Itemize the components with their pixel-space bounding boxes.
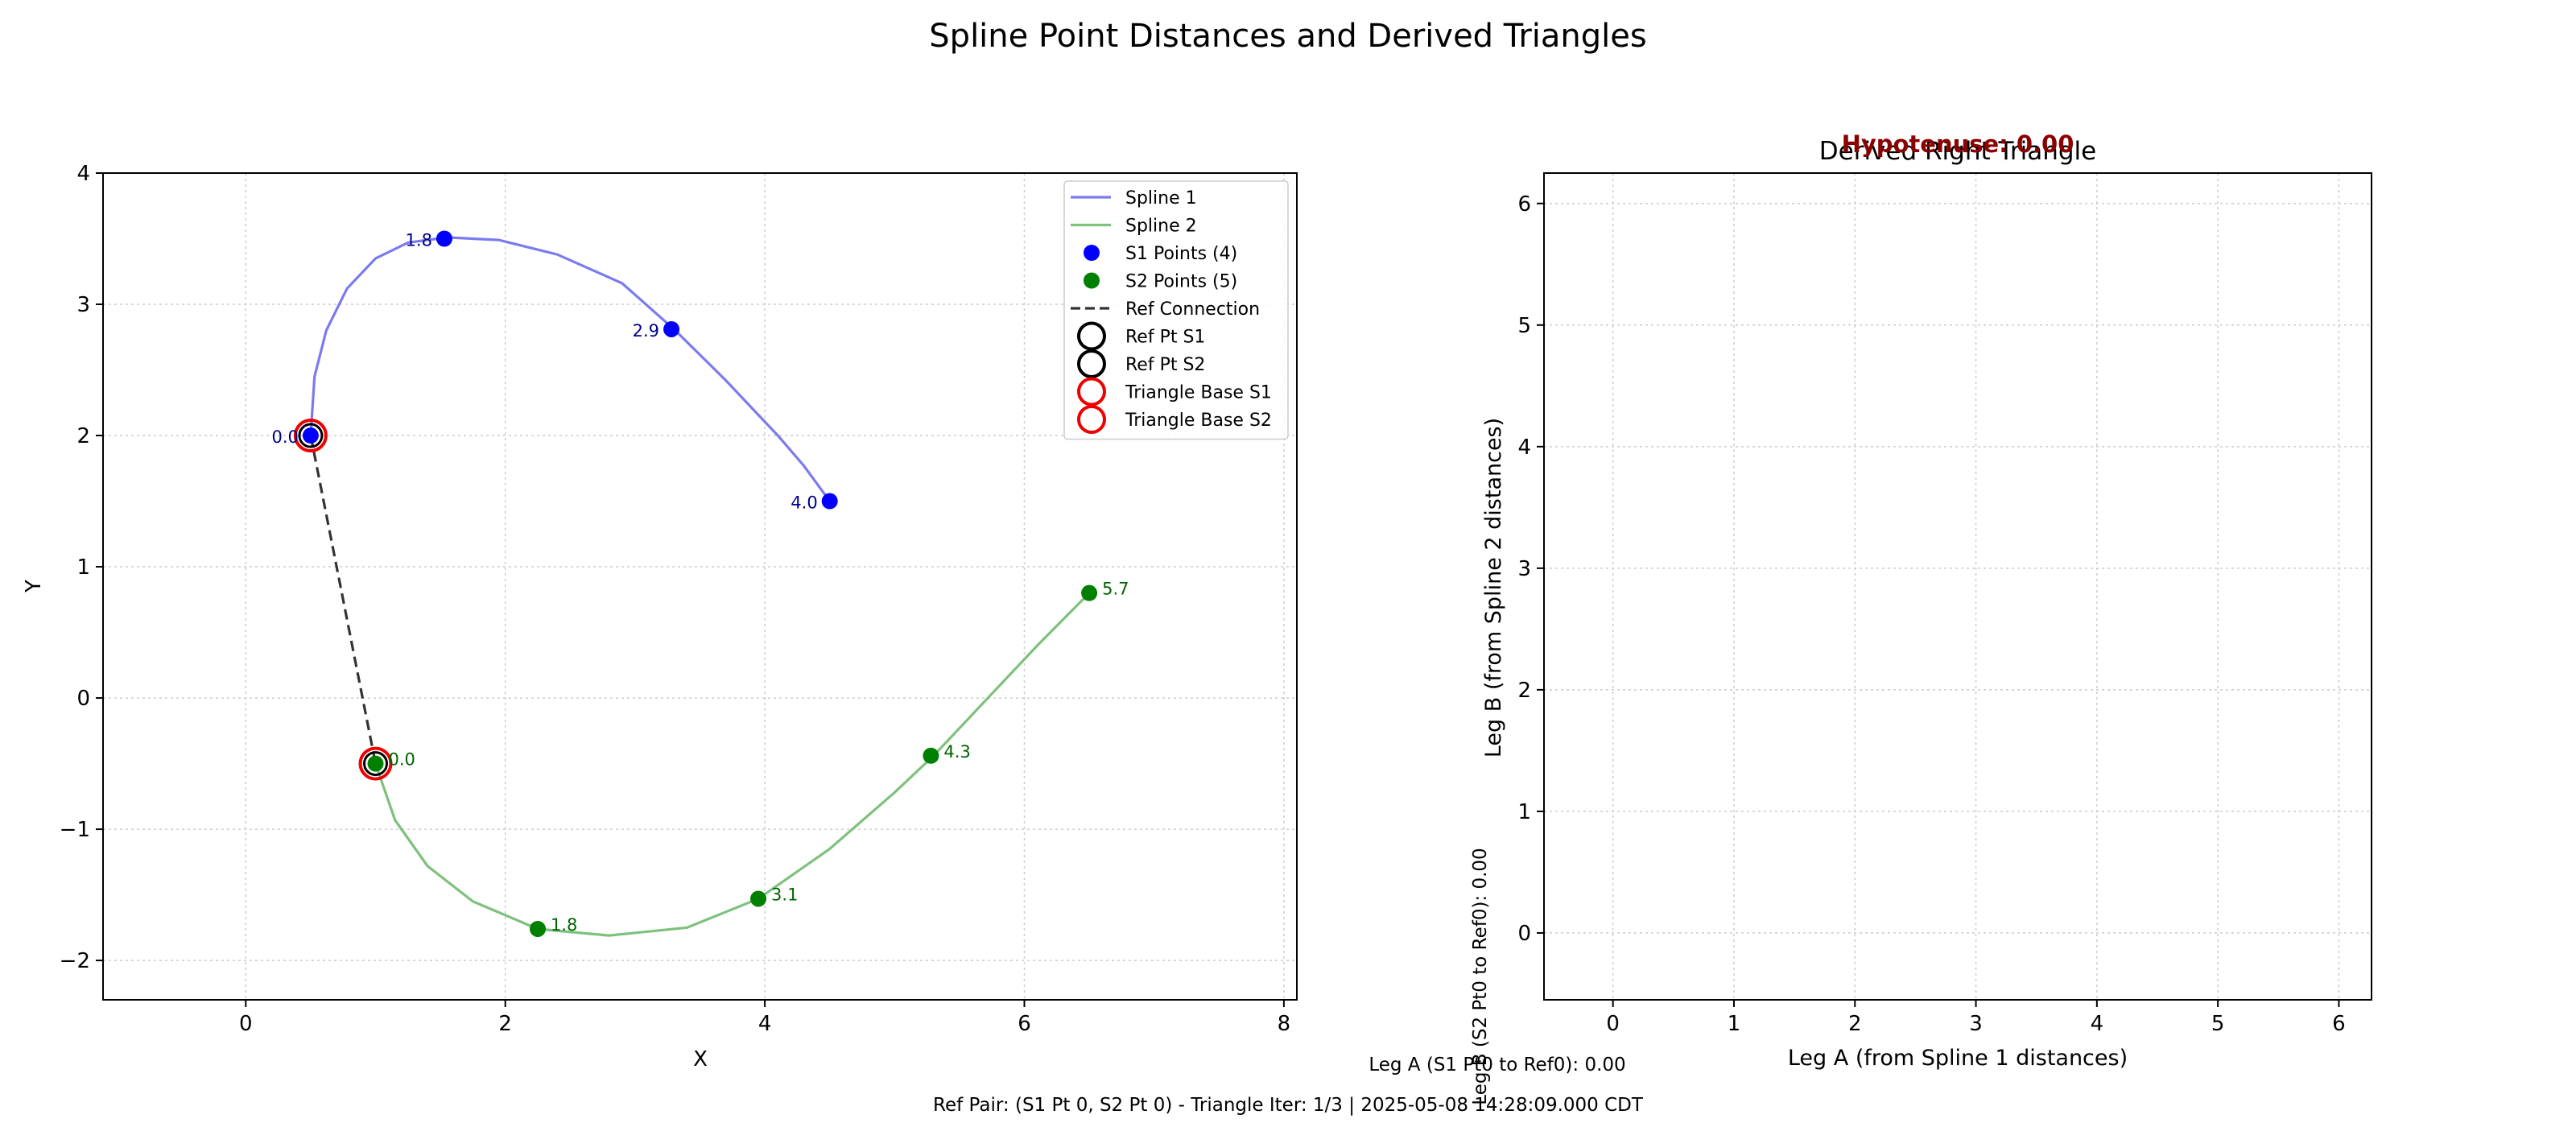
legend-label: Spline 1 (1125, 188, 1197, 208)
spline-1-point (436, 230, 452, 247)
legend-label: Ref Pt S1 (1125, 328, 1205, 348)
x-tick-label: 6 (2332, 1012, 2346, 1036)
triangle-plot-ylabel: Leg B (from Spline 2 distances) (1481, 418, 1506, 758)
triangle-base-marker (293, 419, 328, 453)
triangle-plot-xlabel: Leg A (from Spline 1 distances) (1788, 1046, 2128, 1071)
leg-a-label: Leg A (S1 Pt0 to Ref0): 0.00 (1368, 1055, 1625, 1075)
legend-box (1063, 180, 1289, 440)
triangle-plot-title: Derived Right Triangle (1819, 137, 2096, 166)
spline-2-point (367, 755, 384, 772)
ref-connection-line (309, 435, 378, 764)
point-distance-label: 1.8 (551, 915, 577, 935)
legend-ring-swatch (1077, 349, 1106, 378)
legend-label: Ref Pt S2 (1125, 355, 1205, 375)
triangle-plot-frame (1543, 172, 2372, 1001)
spline-2-point (923, 747, 939, 764)
y-tick-label: −2 (60, 949, 90, 973)
x-tick-label: 4 (2091, 1012, 2104, 1036)
figure-title: Spline Point Distances and Derived Trian… (929, 18, 1646, 55)
legend-label: S1 Points (4) (1125, 244, 1237, 264)
x-tick-label: 2 (1848, 1012, 1862, 1036)
x-tick-label: 5 (2211, 1012, 2225, 1036)
x-tick-label: 2 (498, 1012, 512, 1036)
spline-points: 0.0 1.8 2.9 4.0 0.0 1.8 3.1 4.3 5.7 (272, 230, 1129, 937)
x-tick-label: 0 (239, 1012, 253, 1036)
legend-ring-swatch (1077, 321, 1106, 351)
legend-label: Triangle Base S1 (1125, 383, 1272, 403)
footer-caption: Ref Pair: (S1 Pt 0, S2 Pt 0) - Triangle … (933, 1095, 1644, 1116)
triangle-plot-grid (1544, 173, 2372, 1000)
triangle-plot-ticks: 0 1 2 3 4 5 6 0 1 2 3 4 5 6 (1517, 192, 2345, 1036)
y-tick-label: 1 (76, 555, 90, 580)
legend-dot-swatch (1084, 245, 1100, 261)
y-tick-label: 6 (1517, 192, 1531, 217)
spline-1-point (663, 320, 680, 337)
leg-b-label: Leg B (S2 Pt0 to Ref0): 0.00 (1470, 848, 1491, 1104)
y-tick-label: 4 (76, 162, 90, 186)
legend-dot-swatch (1084, 272, 1100, 289)
spline-1-curve (309, 236, 831, 502)
x-tick-label: 8 (1278, 1012, 1291, 1036)
point-distance-label: 4.3 (943, 742, 970, 762)
legend-label: Triangle Base S2 (1125, 411, 1272, 431)
point-distance-label: 5.7 (1102, 580, 1129, 599)
point-distance-label: 3.1 (771, 885, 798, 904)
spline-plot: 0.0 1.8 2.9 4.0 0.0 1.8 3.1 4.3 5.7 0 2 4 6 8 −2 −1 0 1 2… (22, 162, 1298, 1071)
triangle-base-marker (358, 746, 393, 781)
spline-curves (309, 236, 1091, 937)
point-distance-label: 1.8 (406, 231, 432, 250)
hypotenuse-label: Hypotenuse: 0.00 (1842, 130, 2074, 158)
legend-label: Ref Connection (1125, 299, 1260, 320)
point-distance-label: 2.9 (633, 321, 659, 341)
spline-plot-legend: Spline 1 Spline 2 S1 Points (4) S2 Points (… (1063, 180, 1289, 440)
x-tick-label: 1 (1728, 1012, 1741, 1036)
x-tick-label: 3 (1969, 1012, 1983, 1036)
y-tick-label: 3 (1517, 557, 1531, 581)
legend-ring-swatch (1077, 377, 1106, 407)
y-tick-label: 2 (1517, 679, 1531, 703)
y-tick-label: 0 (76, 687, 90, 711)
legend-label: Spline 2 (1125, 217, 1197, 237)
triangle-plot: 0 1 2 3 4 5 6 0 1 2 3 4 5 6 Derived Right Triangle Hy… (1368, 130, 2372, 1105)
spline-plot-ylabel: Y (22, 580, 46, 593)
y-tick-label: 4 (1517, 436, 1531, 460)
spline-plot-ticks: 0 2 4 6 8 −2 −1 0 1 2 3 4 (60, 162, 1290, 1036)
spline-2-point (1081, 584, 1098, 601)
y-tick-label: 2 (76, 424, 90, 448)
spline-plot-frame (102, 172, 1298, 1001)
y-tick-label: 3 (76, 293, 90, 317)
spline-1-point (302, 427, 319, 444)
point-distance-label: 0.0 (272, 427, 299, 447)
spline-1-point (821, 493, 838, 510)
ref-point-marker (298, 423, 324, 448)
ref-point-marker (363, 751, 389, 777)
point-distance-label: 0.0 (389, 750, 415, 770)
x-tick-label: 4 (758, 1012, 772, 1036)
legend-ring-swatch (1077, 405, 1106, 434)
y-tick-label: 1 (1517, 800, 1531, 824)
x-tick-label: 0 (1606, 1012, 1620, 1036)
spline-2-point (530, 920, 547, 937)
spline-2-point (750, 890, 767, 907)
legend-label: S2 Points (5) (1125, 272, 1237, 292)
y-tick-label: 5 (1517, 314, 1531, 338)
y-tick-label: 0 (1517, 922, 1531, 946)
spline-plot-xlabel: X (693, 1047, 708, 1071)
y-tick-label: −1 (60, 818, 90, 842)
spline-2-curve (374, 592, 1091, 937)
x-tick-label: 6 (1018, 1012, 1031, 1036)
point-distance-label: 4.0 (791, 493, 817, 513)
